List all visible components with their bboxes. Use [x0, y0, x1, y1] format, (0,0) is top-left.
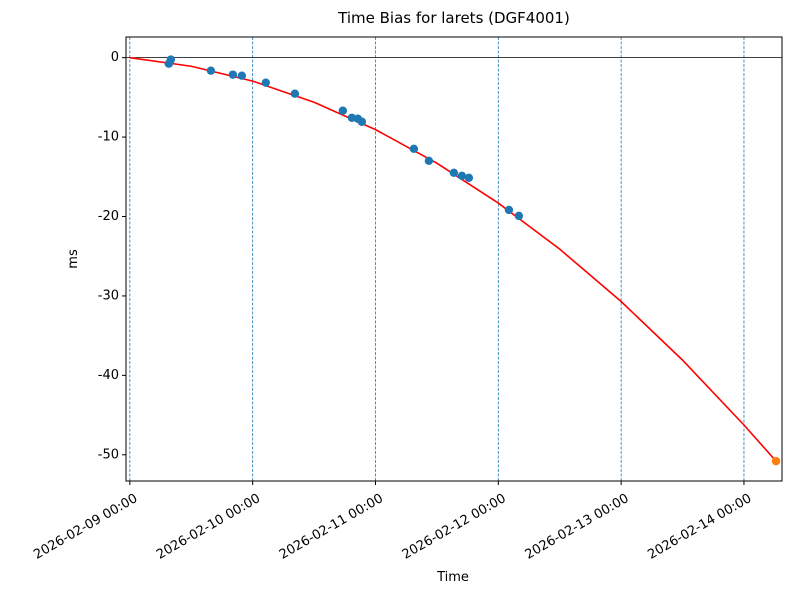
- x-tick-label: 2026-02-14 00:00: [645, 491, 754, 563]
- y-tick-label: -20: [98, 209, 119, 224]
- x-tick-label: 2026-02-11 00:00: [277, 491, 386, 563]
- data-point: [464, 173, 474, 183]
- data-point: [357, 117, 367, 126]
- data-point: [504, 205, 514, 215]
- data-point: [338, 106, 348, 115]
- y-tick-label: -50: [98, 447, 119, 462]
- y-axis-label: ms: [66, 249, 81, 269]
- y-tick-label: -10: [98, 130, 119, 145]
- data-point: [449, 168, 459, 178]
- data-point: [514, 211, 524, 221]
- data-point: [237, 71, 247, 80]
- x-tick-label: 2026-02-12 00:00: [400, 491, 509, 563]
- y-tick-label: -40: [98, 368, 119, 383]
- data-point: [290, 89, 300, 98]
- data-point: [166, 55, 176, 64]
- data-point: [457, 171, 467, 181]
- data-point: [771, 456, 781, 466]
- data-point: [424, 156, 434, 166]
- plot-frame: [125, 36, 783, 482]
- x-axis-label: Time: [436, 570, 469, 585]
- data-point: [206, 66, 216, 75]
- x-tick-label: 2026-02-09 00:00: [31, 491, 140, 563]
- data-point: [409, 144, 419, 154]
- y-tick-label: 0: [111, 50, 119, 65]
- chart-title: Time Bias for larets (DGF4001): [337, 9, 570, 27]
- data-point: [261, 78, 270, 87]
- y-tick-label: -30: [98, 288, 119, 303]
- data-point: [228, 70, 238, 79]
- x-tick-label: 2026-02-13 00:00: [523, 491, 632, 563]
- x-tick-label: 2026-02-10 00:00: [154, 491, 263, 563]
- fit-line: [129, 56, 777, 462]
